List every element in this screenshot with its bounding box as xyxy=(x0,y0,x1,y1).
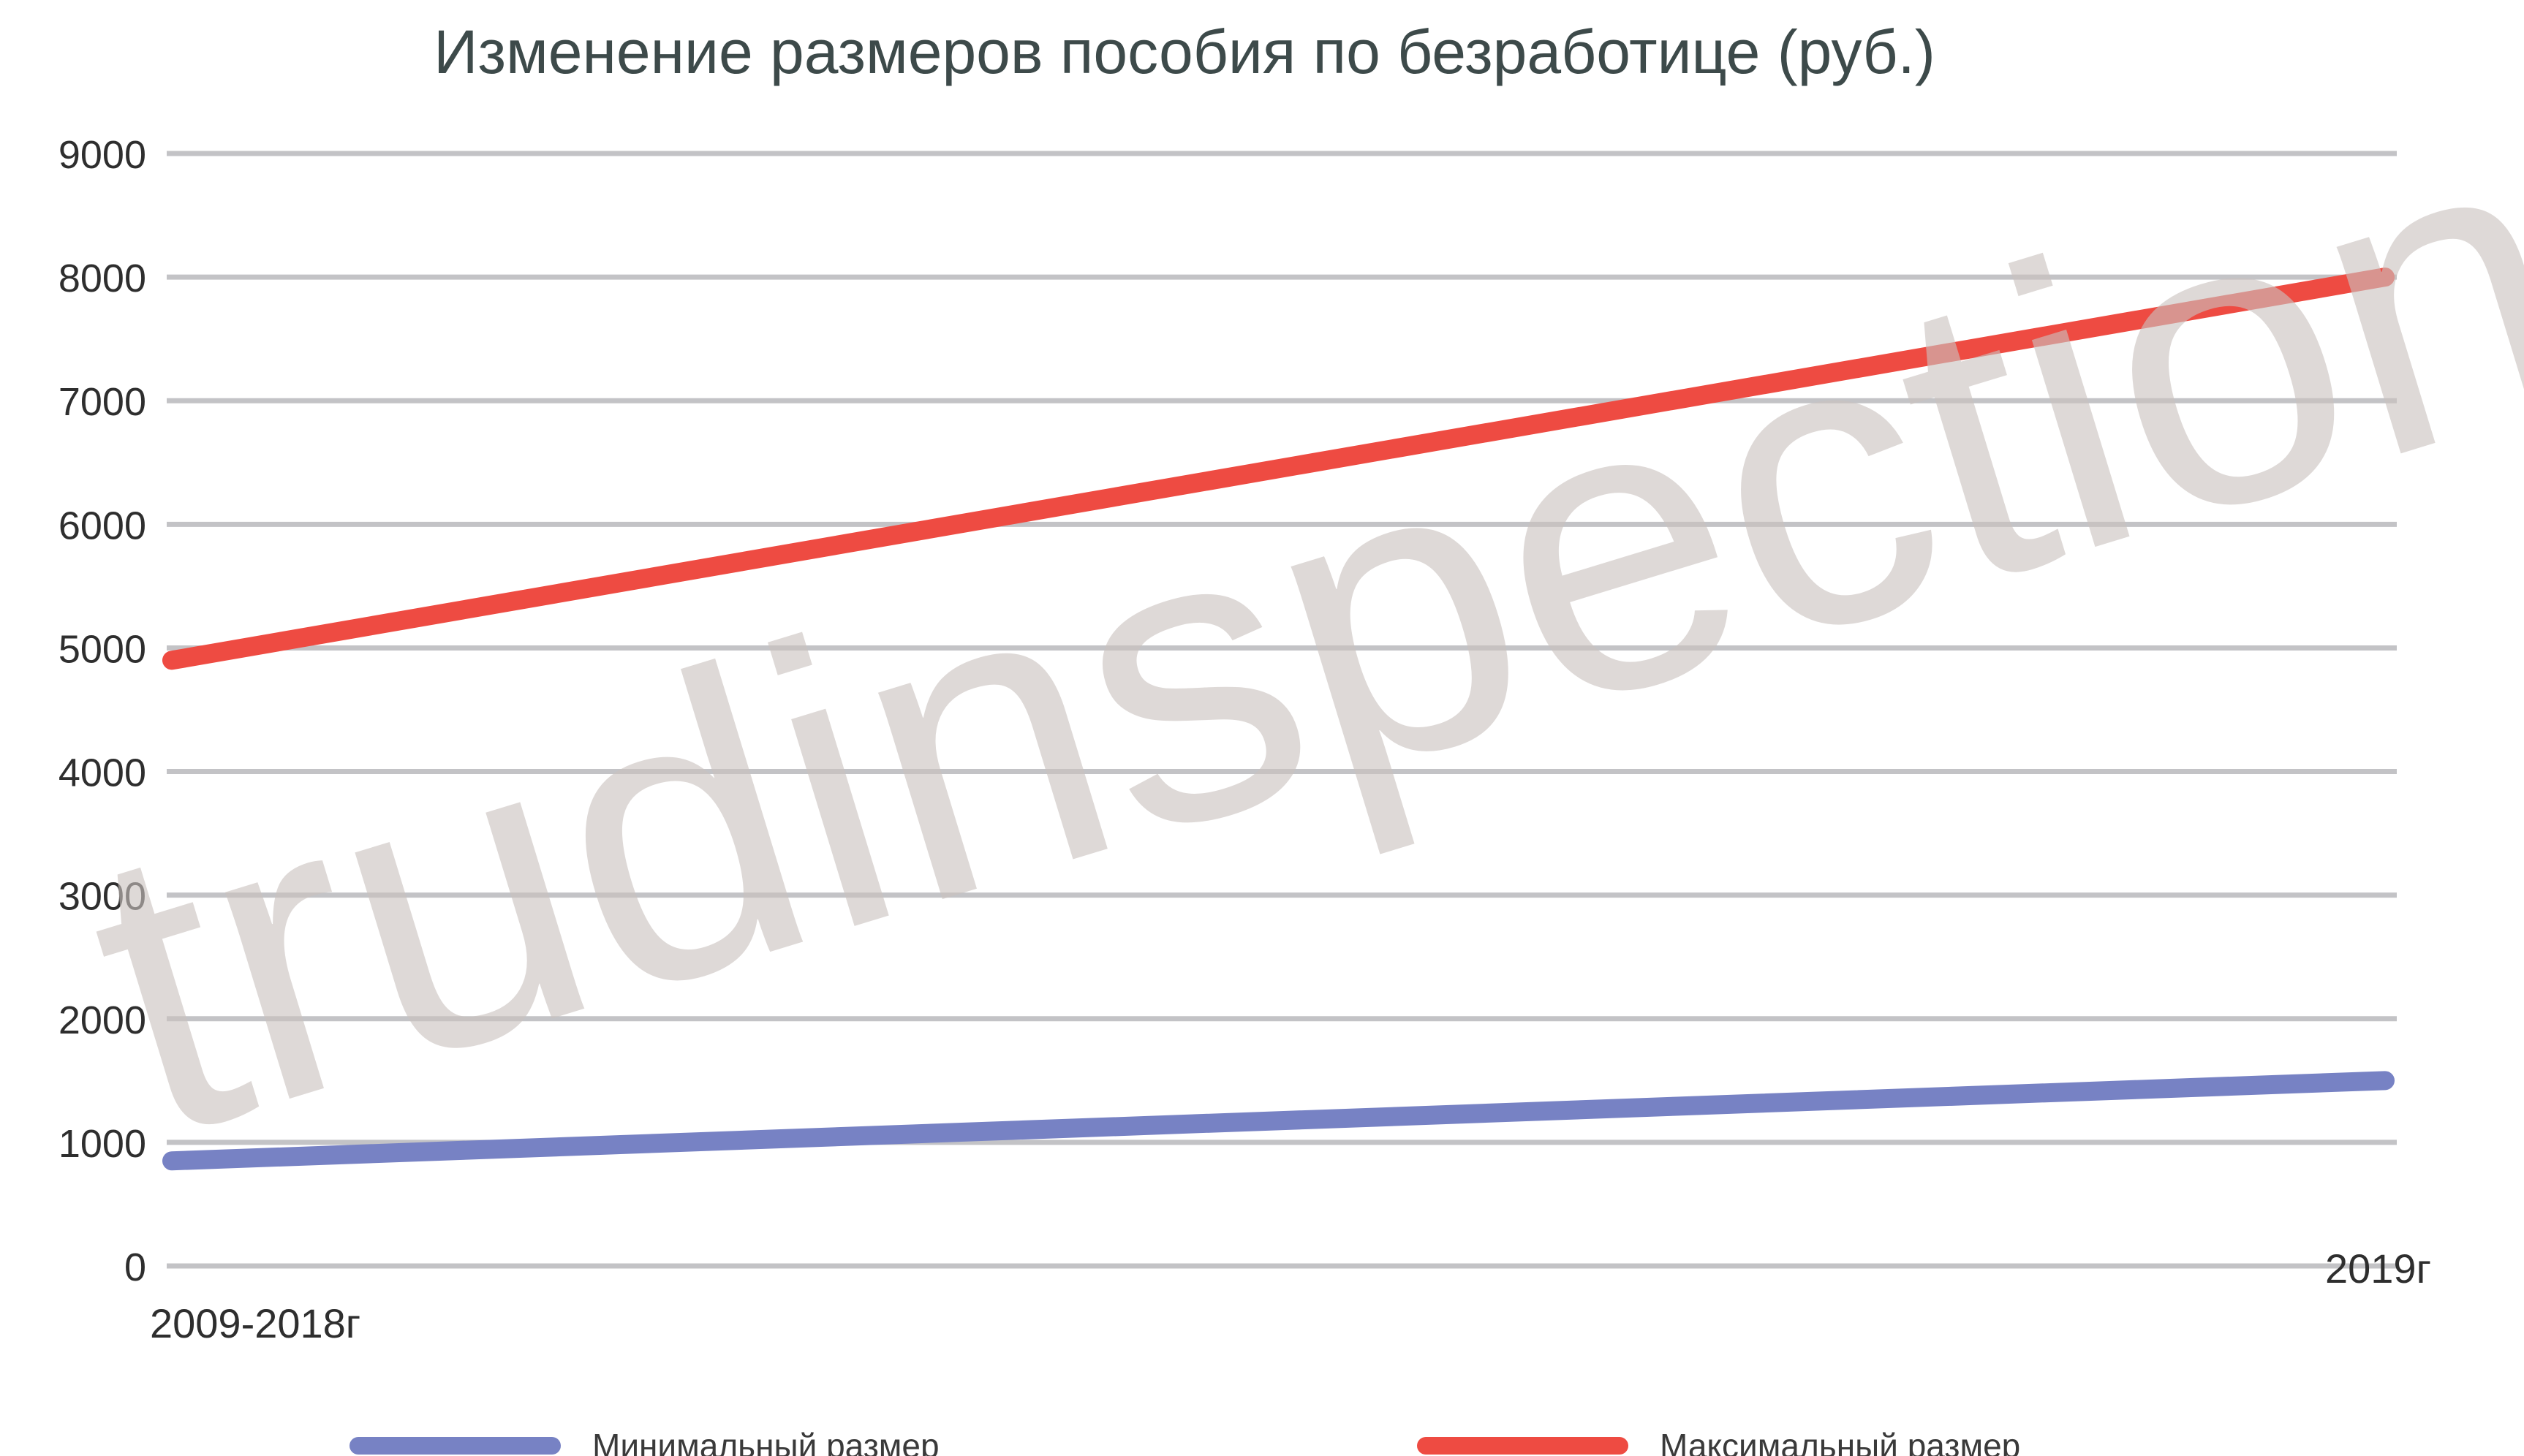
legend-label-1: Максимальный размер xyxy=(1660,1427,2020,1456)
y-tick-label-0: 0 xyxy=(124,1245,146,1289)
y-tick-label-1000: 1000 xyxy=(58,1122,146,1166)
y-axis-tick-labels: 0 1000 2000 3000 4000 5000 6000 7000 8000 9000 xyxy=(58,133,146,1289)
series-lines xyxy=(162,268,2395,1171)
series-line-1 xyxy=(162,268,2395,670)
data-point-0-1 xyxy=(2384,1080,2386,1082)
series-line-0 xyxy=(162,1071,2395,1171)
chart-title: Изменение размеров пособия по безработиц… xyxy=(434,18,1935,86)
data-point-0-0 xyxy=(171,1160,173,1162)
x-category-label-0: 2009-2018г xyxy=(150,1300,360,1346)
y-tick-label-6000: 6000 xyxy=(58,504,146,547)
x-axis-category-labels: 2009-2018г 2019г xyxy=(150,1245,2431,1346)
y-tick-label-2000: 2000 xyxy=(58,998,146,1042)
data-point-1-0 xyxy=(171,659,173,661)
y-tick-label-7000: 7000 xyxy=(58,380,146,424)
x-category-label-1: 2019г xyxy=(2325,1245,2431,1292)
y-tick-label-8000: 8000 xyxy=(58,257,146,300)
legend-label-0: Минимальный размер xyxy=(592,1427,940,1456)
legend: Минимальный размер Максимальный размер xyxy=(349,1427,2020,1456)
y-tick-label-3000: 3000 xyxy=(58,875,146,919)
y-tick-label-5000: 5000 xyxy=(58,627,146,671)
y-tick-label-4000: 4000 xyxy=(58,751,146,795)
y-tick-label-9000: 9000 xyxy=(58,133,146,177)
data-point-1-1 xyxy=(2384,276,2386,278)
